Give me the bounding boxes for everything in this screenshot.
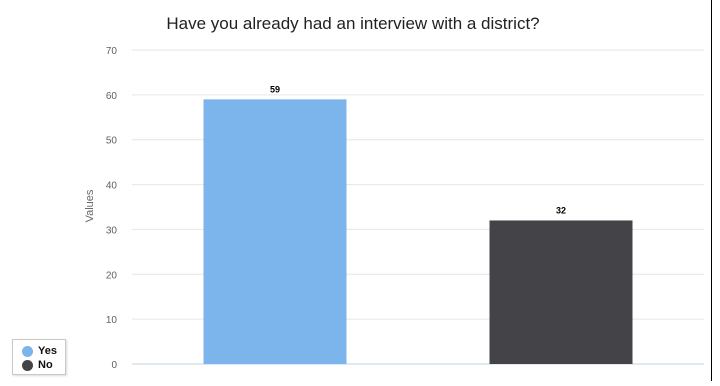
legend-item-yes[interactable]: Yes [22,344,57,358]
legend-item-no[interactable]: No [22,358,53,372]
data-label-yes: 59 [270,84,280,94]
y-tick-label-50: 50 [106,136,118,147]
y-tick-label-10: 10 [106,315,118,326]
bars [203,99,633,364]
data-label-no: 32 [556,205,566,215]
bar-no[interactable] [489,220,633,364]
y-tick-label-20: 20 [106,270,118,281]
bar-yes[interactable] [203,99,347,364]
y-axis-ticks: 0 10 20 30 40 50 60 70 [106,46,118,371]
legend-swatch-no [22,359,33,371]
legend-swatch-yes [22,345,33,357]
y-tick-label-30: 30 [106,225,118,236]
data-labels: 59 32 [270,84,566,215]
y-axis-label: Values [84,189,96,222]
right-border-line [711,0,712,381]
legend-label-no: No [38,359,53,371]
y-tick-label-40: 40 [106,181,118,192]
y-tick-label-60: 60 [106,91,118,102]
chart-title: Have you already had an interview with a… [166,14,539,33]
legend-label-yes: Yes [38,345,57,357]
legend: Yes No [12,339,66,375]
y-tick-label-70: 70 [106,46,118,57]
y-tick-label-0: 0 [111,360,117,371]
